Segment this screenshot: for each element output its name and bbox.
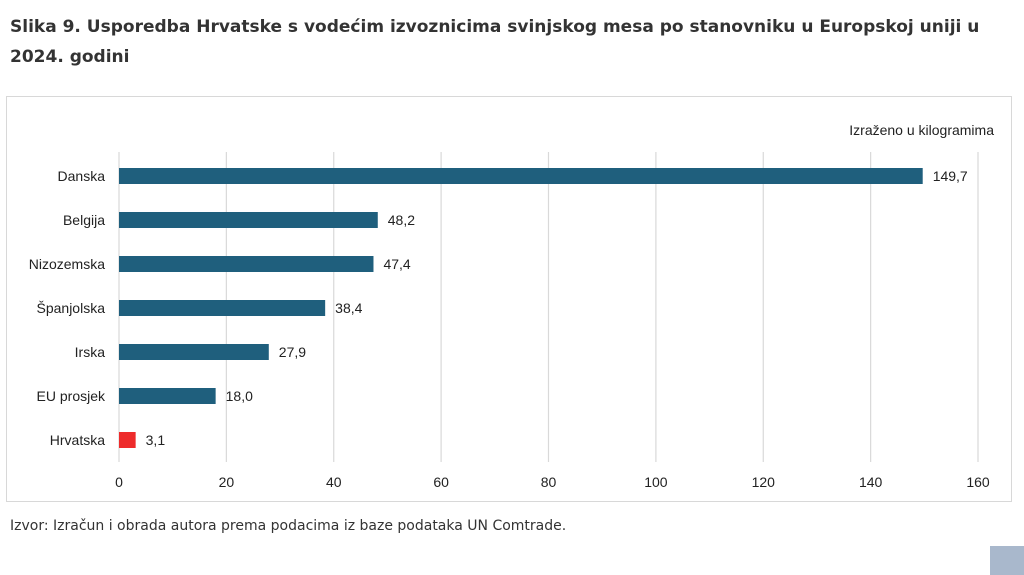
x-tick-label: 40	[326, 474, 342, 490]
category-label: Danska	[58, 168, 106, 184]
category-label: Irska	[75, 344, 106, 360]
value-label: 48,2	[388, 212, 415, 228]
x-tick-label: 60	[433, 474, 449, 490]
gridlines	[118, 152, 979, 462]
x-tick-label: 100	[644, 474, 668, 490]
x-tick-label: 120	[752, 474, 776, 490]
bar	[119, 168, 923, 184]
bar	[119, 300, 326, 316]
category-label: Hrvatska	[50, 432, 105, 448]
x-tick-label: 20	[219, 474, 235, 490]
value-label: 38,4	[335, 300, 362, 316]
chart-frame	[6, 96, 1012, 502]
category-label: Belgija	[63, 212, 105, 228]
value-label: 149,7	[933, 168, 968, 184]
value-label: 18,0	[226, 388, 253, 404]
bar	[119, 432, 136, 448]
value-label: 47,4	[383, 256, 410, 272]
x-tick-label: 0	[115, 474, 123, 490]
scroll-to-top-button[interactable]	[990, 546, 1024, 575]
bar	[119, 388, 216, 404]
x-tick-label: 140	[859, 474, 883, 490]
x-tick-label: 80	[541, 474, 557, 490]
figure-title: Slika 9. Usporedba Hrvatske s vodećim iz…	[10, 17, 980, 67]
value-label: 3,1	[146, 432, 166, 448]
bar	[119, 256, 374, 272]
category-label: EU prosjek	[37, 388, 106, 404]
category-label: Nizozemska	[29, 256, 105, 272]
category-label: Španjolska	[37, 300, 106, 316]
labels: 0 20 40 60 80 100 120 140 160 Danska 149,7 Belgija 4…	[29, 168, 990, 490]
bars	[119, 168, 923, 448]
bar	[119, 344, 269, 360]
unit-note: Izraženo u kilogramima	[849, 122, 994, 138]
x-tick-label: 160	[966, 474, 990, 490]
bar	[119, 212, 378, 228]
value-label: 27,9	[279, 344, 306, 360]
source-note: Izvor: Izračun i obrada autora prema pod…	[10, 518, 567, 534]
